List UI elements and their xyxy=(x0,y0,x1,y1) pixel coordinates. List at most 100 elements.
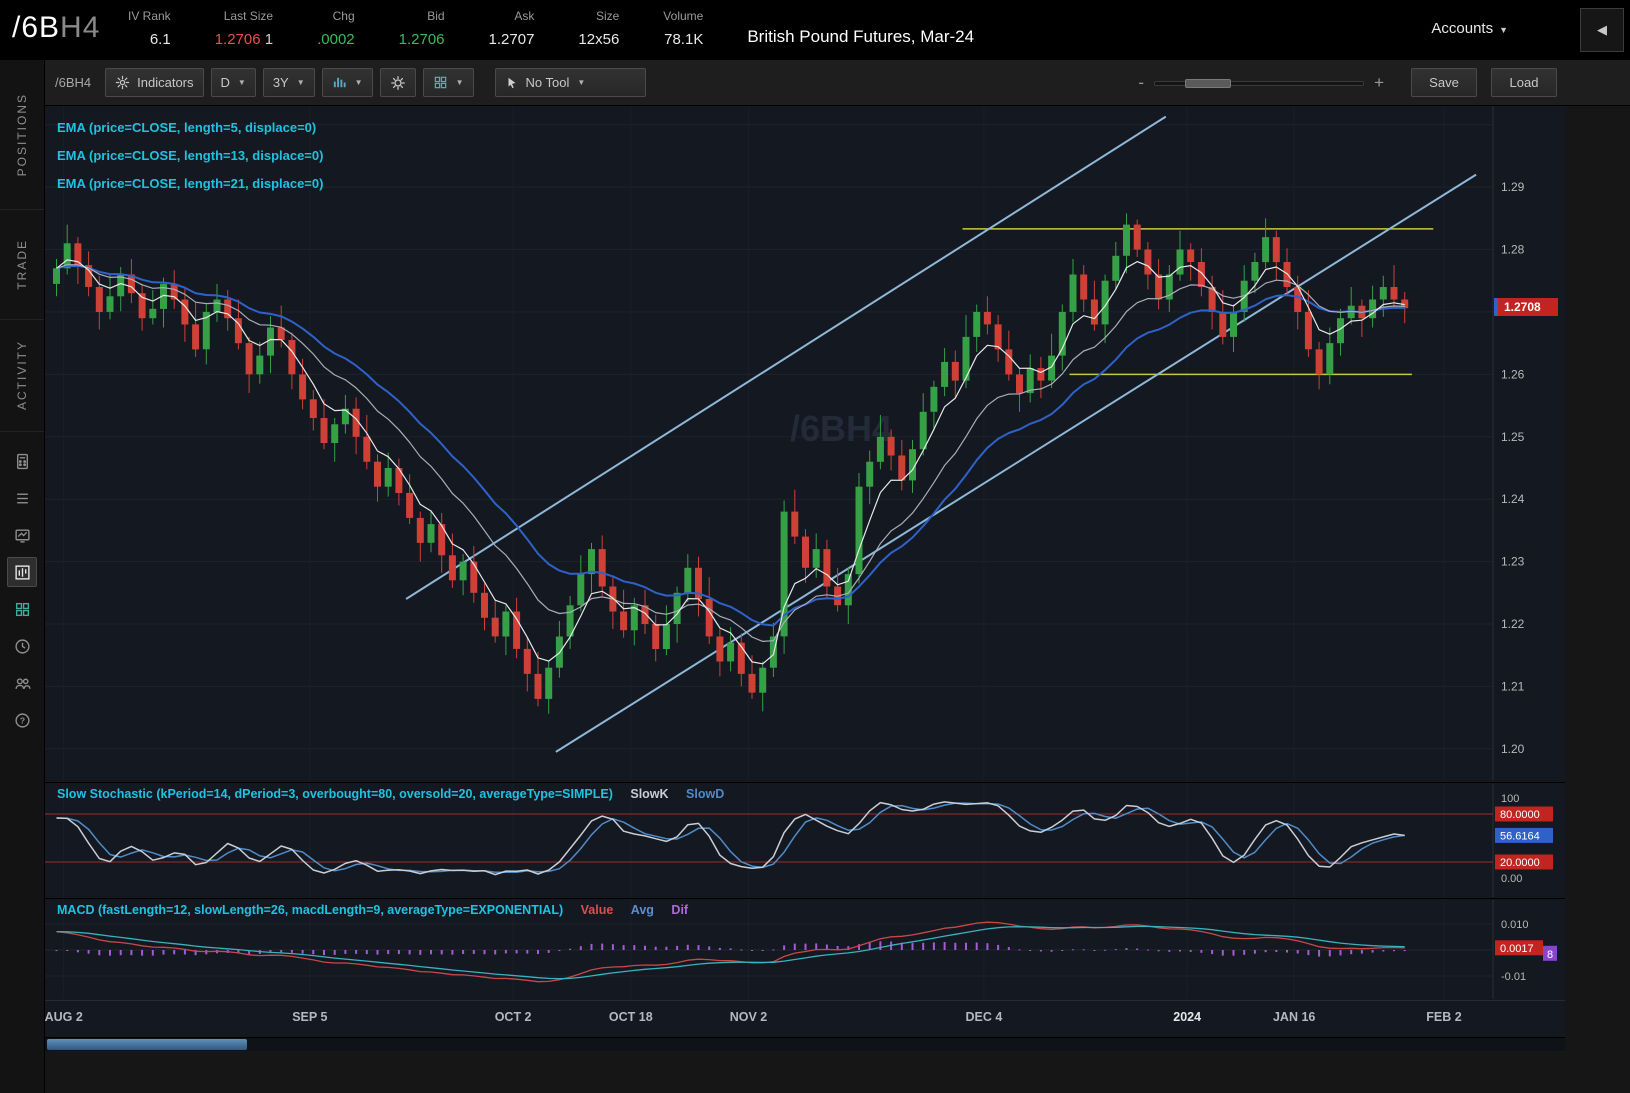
stochastic-plot[interactable]: 100 0.00 80.0000 20.0000 56.6164 xyxy=(45,784,1565,897)
time-axis-label: DEC 4 xyxy=(965,1010,1003,1024)
scrollbar-thumb[interactable] xyxy=(47,1039,247,1050)
cursor-icon xyxy=(505,76,519,90)
chevron-down-icon: ▼ xyxy=(1499,25,1508,35)
chevron-down-icon: ▼ xyxy=(354,78,363,87)
chart-style-icon xyxy=(332,75,347,90)
timeframe-dropdown[interactable]: D ▼ xyxy=(210,68,256,97)
sidebar-tab-activity[interactable]: ACTIVITY xyxy=(0,320,44,432)
timeframe-value: D xyxy=(220,75,230,90)
sidebar-tab-label: POSITIONS xyxy=(15,92,29,177)
svg-text:20.0000: 20.0000 xyxy=(1500,857,1540,869)
gear-icon xyxy=(390,75,406,91)
zoom-in-button[interactable]: + xyxy=(1374,73,1384,92)
orders-list-icon[interactable] xyxy=(7,483,37,513)
range-value: 3Y xyxy=(272,75,289,90)
clock-icon[interactable] xyxy=(7,631,37,661)
chevron-down-icon: ▼ xyxy=(296,78,305,87)
macd-dif-legend: Dif xyxy=(671,903,689,917)
macd-avg-legend: Avg xyxy=(630,903,654,917)
time-axis-label: OCT 18 xyxy=(608,1010,653,1024)
svg-text:1.24: 1.24 xyxy=(1501,492,1525,506)
quote-field-size: Size 12x56 xyxy=(578,9,620,48)
help-icon[interactable]: ? xyxy=(7,705,37,735)
svg-text:8: 8 xyxy=(1547,949,1553,961)
time-axis-label: 2024 xyxy=(1173,1010,1202,1024)
macd-value-legend: Value xyxy=(580,903,614,917)
slowk-legend: SlowK xyxy=(630,787,669,801)
slowd-legend: SlowD xyxy=(686,787,725,801)
time-axis: AUG 2 SEP 5 OCT 2 OCT 18 NOV 2 DEC 4 2024 JAN 1… xyxy=(45,1000,1565,1036)
quote-field-volume: Volume 78.1K xyxy=(663,9,704,48)
sidebar-tab-positions[interactable]: POSITIONS xyxy=(0,60,44,210)
indicators-label: Indicators xyxy=(137,75,194,90)
quote-fields-row: IV Rank 6.1 Last Size 1.2706 1 Chg .0002 Bid 1.… xyxy=(128,7,974,55)
quote-field-ask: Ask 1.2707 xyxy=(488,9,535,48)
indicators-button[interactable]: Indicators xyxy=(105,68,204,97)
macd-params-label: MACD (fastLength=12, slowLength=26, macd… xyxy=(57,903,564,917)
time-axis-label: OCT 2 xyxy=(494,1010,532,1024)
macd-label: MACD (fastLength=12, slowLength=26, macd… xyxy=(57,903,688,917)
collapse-panel-button[interactable]: ◀ xyxy=(1580,8,1624,52)
quote-field-chg: Chg .0002 xyxy=(317,9,355,48)
indicators-icon xyxy=(115,75,130,90)
zoom-slider-thumb[interactable] xyxy=(1185,78,1232,88)
chart-horizontal-scrollbar[interactable] xyxy=(45,1037,1565,1051)
range-dropdown[interactable]: 3Y ▼ xyxy=(262,68,315,97)
toolbar-symbol-label: /6BH4 xyxy=(55,75,92,90)
svg-text:1.29: 1.29 xyxy=(1501,180,1525,194)
svg-text:0.010: 0.010 xyxy=(1501,919,1529,931)
sidebar-tab-label: TRADE xyxy=(15,239,29,290)
svg-text:1.26: 1.26 xyxy=(1501,367,1525,381)
users-icon[interactable] xyxy=(7,668,37,698)
chart-settings-button[interactable] xyxy=(379,68,416,97)
quote-field-last-size: Last Size 1.2706 1 xyxy=(214,9,274,48)
save-button[interactable]: Save xyxy=(1411,68,1477,97)
time-axis-label: SEP 5 xyxy=(292,1010,328,1024)
chevron-down-icon: ▼ xyxy=(455,78,464,87)
sidebar-tab-trade[interactable]: TRADE xyxy=(0,210,44,320)
ema-legend: EMA (price=CLOSE, length=5, displace=0) … xyxy=(57,114,323,198)
ema5-label: EMA (price=CLOSE, length=5, displace=0) xyxy=(57,120,317,135)
grid-layout-dropdown[interactable]: ▼ xyxy=(422,68,474,97)
svg-text:0.0017: 0.0017 xyxy=(1500,943,1534,955)
ema13-label: EMA (price=CLOSE, length=13, displace=0) xyxy=(57,148,324,163)
symbol-root: /6B xyxy=(12,11,61,44)
chevron-down-icon: ▼ xyxy=(577,78,586,87)
svg-text:?: ? xyxy=(19,715,24,725)
time-axis-label: AUG 2 xyxy=(44,1010,83,1024)
zoom-slider[interactable] xyxy=(1154,78,1365,88)
chart-area[interactable]: /6BH4 1.29 1.28 1.26 1.25 1.24 1.23 1.22 1.21 1.2… xyxy=(45,106,1565,1052)
stochastic-panel[interactable]: 100 0.00 80.0000 20.0000 56.6164 Slow Stocha… xyxy=(45,782,1565,897)
grid-icon[interactable] xyxy=(7,594,37,624)
left-sidebar: POSITIONS TRADE ACTIVITY ? xyxy=(0,60,45,1093)
quote-field-iv-rank: IV Rank 6.1 xyxy=(128,9,171,48)
chart-style-dropdown[interactable]: ▼ xyxy=(321,68,373,97)
monitor-chart-icon[interactable] xyxy=(7,520,37,550)
svg-text:1.25: 1.25 xyxy=(1501,430,1525,444)
stochastic-params-label: Slow Stochastic (kPeriod=14, dPeriod=3, … xyxy=(57,787,613,801)
svg-text:0.00: 0.00 xyxy=(1501,873,1522,885)
zoom-out-button[interactable]: - xyxy=(1138,73,1145,92)
sidebar-tabs: POSITIONS TRADE ACTIVITY xyxy=(0,60,44,432)
zoom-control: - + xyxy=(1128,60,1394,106)
grid-layout-icon xyxy=(433,75,448,90)
macd-panel[interactable]: 0.010 -0.01 0.0017 8 MACD (fastLength=12, s… xyxy=(45,898,1565,999)
accounts-dropdown[interactable]: Accounts ▼ xyxy=(1431,20,1508,37)
calculator-icon[interactable] xyxy=(7,446,37,476)
time-axis-label: FEB 2 xyxy=(1426,1010,1462,1024)
quote-header: /6BH4 IV Rank 6.1 Last Size 1.2706 1 Chg .000… xyxy=(0,0,1630,60)
time-axis-label: JAN 16 xyxy=(1272,1010,1316,1024)
drawing-tool-value: No Tool xyxy=(525,75,570,90)
symbol-title: /6BH4 xyxy=(12,11,100,45)
drawing-tool-dropdown[interactable]: No Tool ▼ xyxy=(494,68,647,97)
macd-plot[interactable]: 0.010 -0.01 0.0017 8 xyxy=(45,900,1565,999)
chart-grid-icon[interactable] xyxy=(7,557,37,587)
symbol-contract: H4 xyxy=(60,11,101,44)
accounts-label: Accounts xyxy=(1431,20,1494,37)
svg-text:56.6164: 56.6164 xyxy=(1500,830,1540,842)
load-button[interactable]: Load xyxy=(1491,68,1557,97)
price-chart[interactable]: /6BH4 1.29 1.28 1.26 1.25 1.24 1.23 1.22 1.21 1.2… xyxy=(45,106,1565,780)
chart-gadget: /6BH4 Indicators D ▼ 3Y ▼ ▼ xyxy=(45,60,1630,1093)
svg-text:1.22: 1.22 xyxy=(1501,617,1525,631)
